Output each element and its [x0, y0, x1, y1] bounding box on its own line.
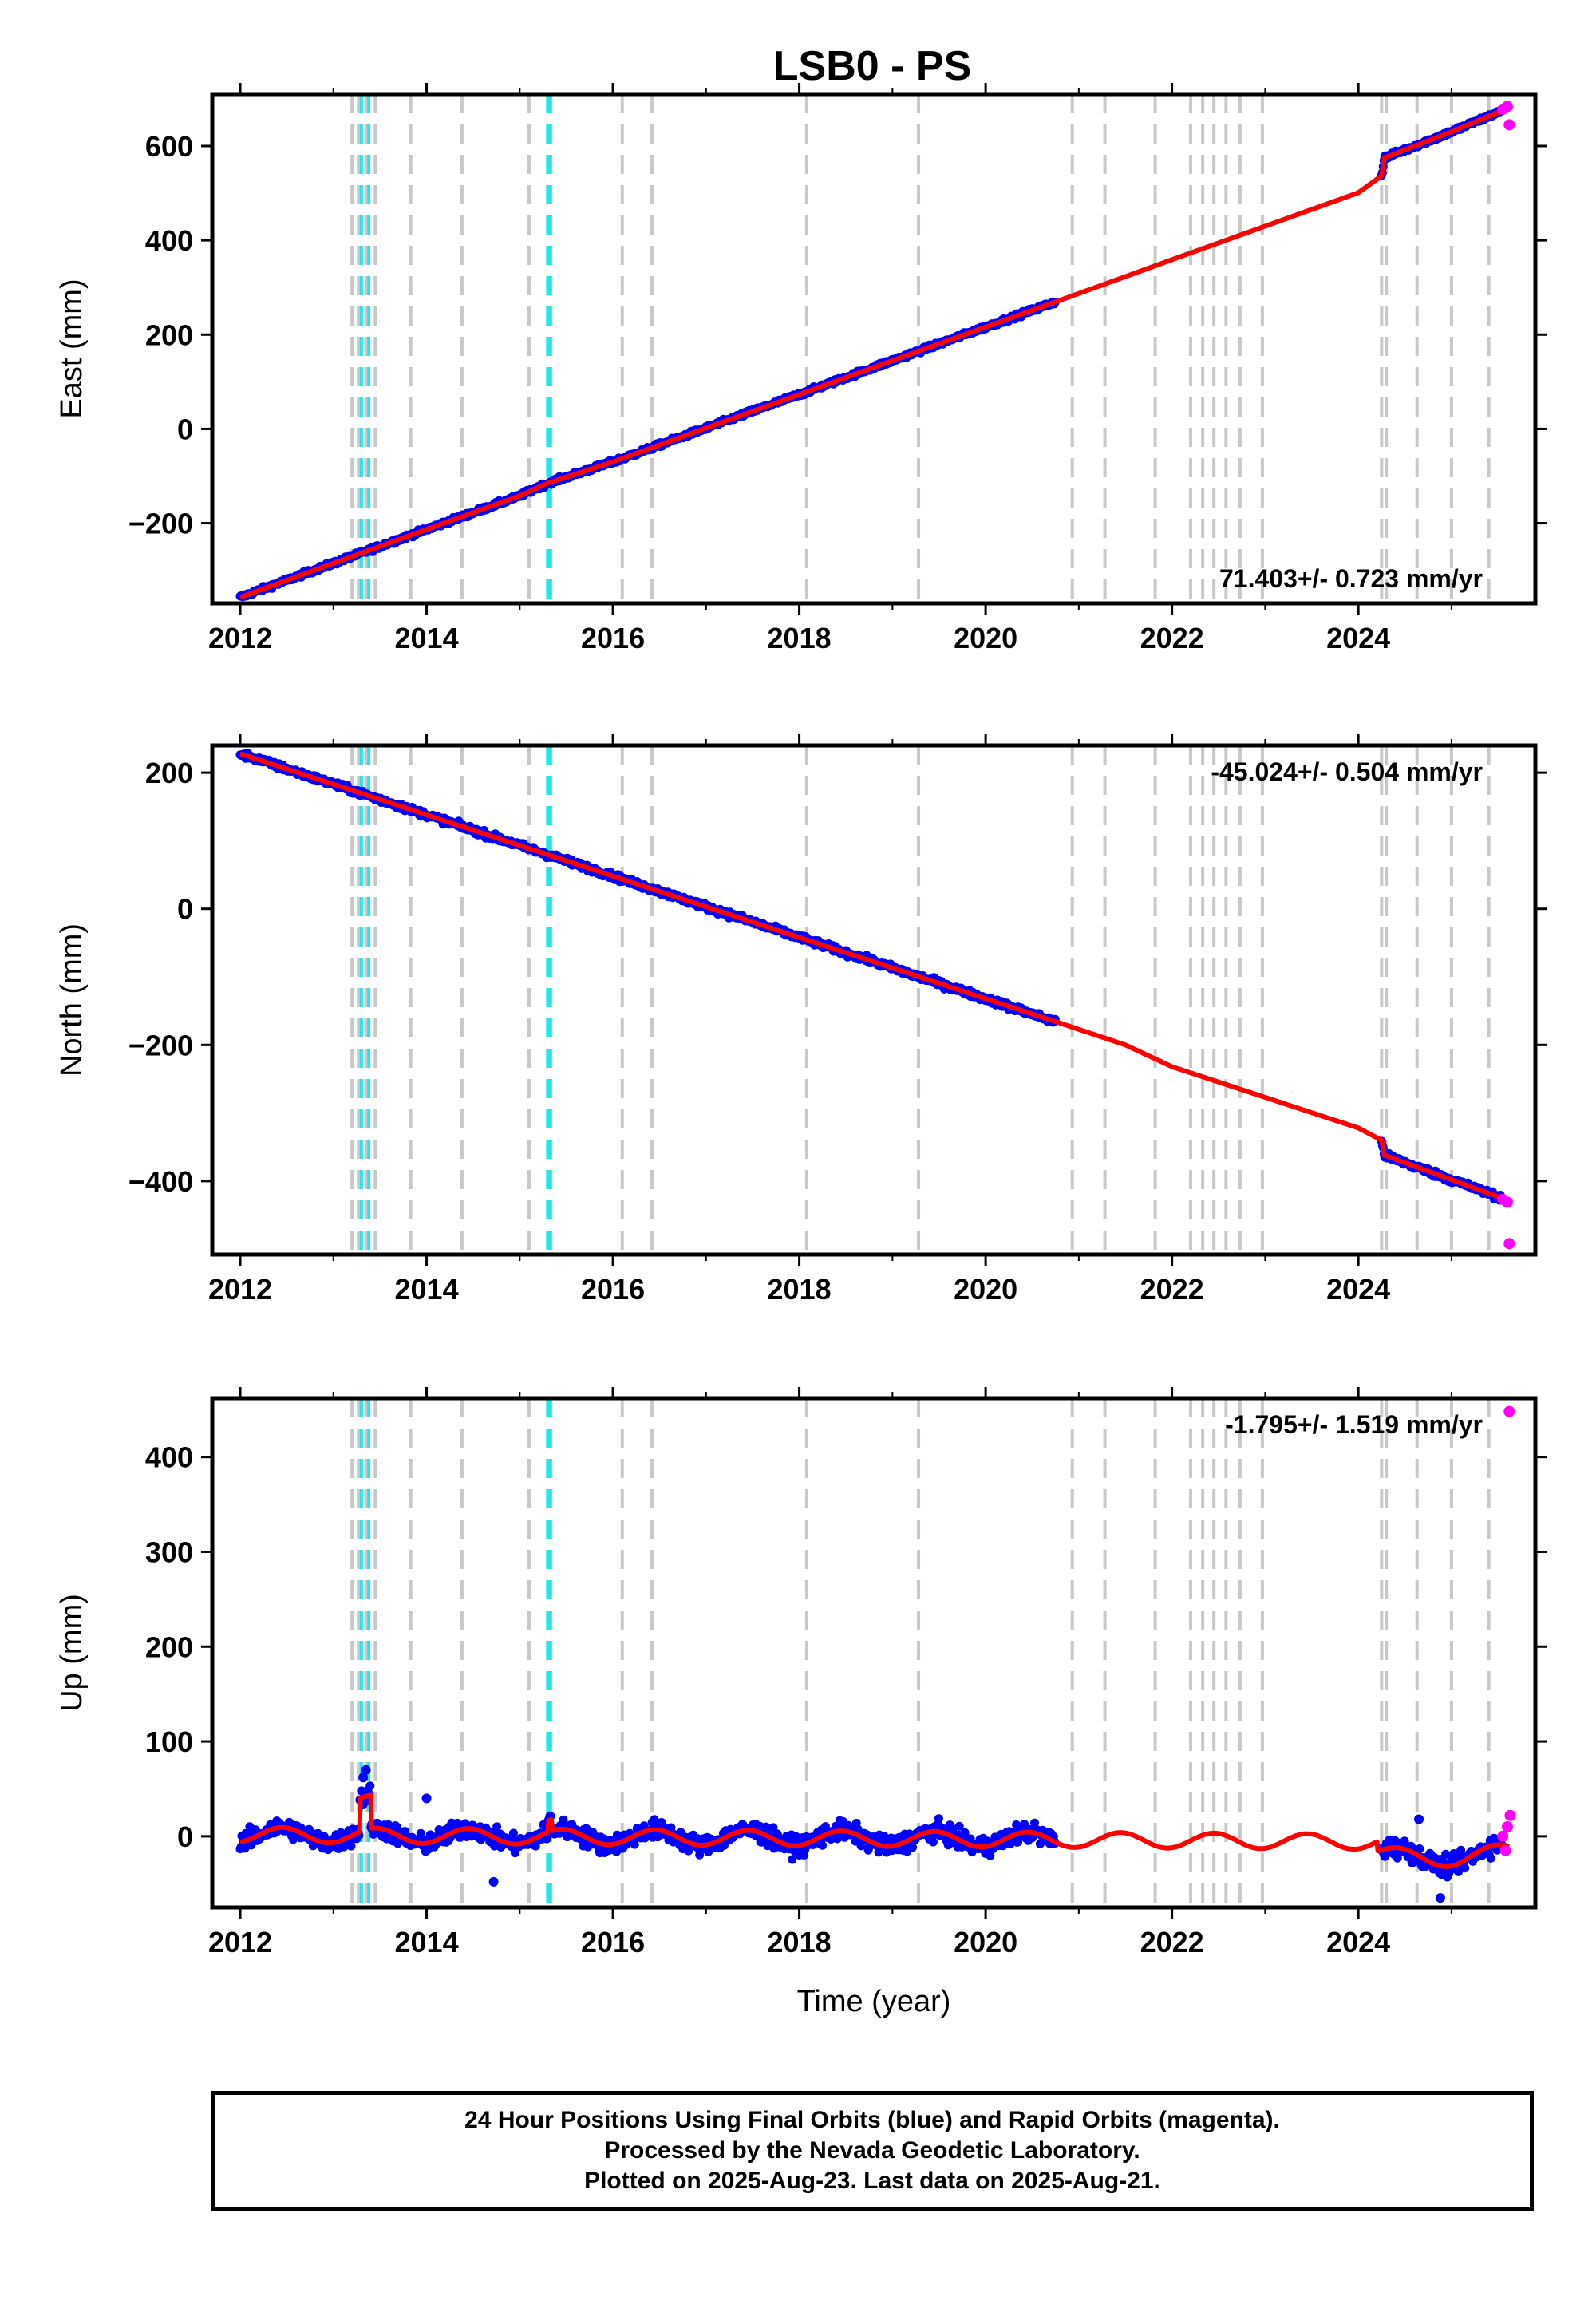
rate-label: 71.403+/- 0.723 mm/yr: [1219, 564, 1483, 593]
data-point-rapid: [1497, 1830, 1509, 1842]
data-point-rapid: [1504, 1809, 1516, 1821]
y-tick-label: 200: [145, 757, 193, 789]
y-tick-label: 100: [145, 1725, 193, 1758]
x-tick-label: 2018: [768, 1273, 832, 1306]
x-tick-label: 2016: [581, 1926, 645, 1958]
plot-area-up: [235, 1398, 1516, 1907]
data-point-final: [954, 1821, 964, 1831]
panel-up: 0 100 200 300 400 2012 2014 2016 2018 2020 2022 202…: [55, 1387, 1547, 2018]
footer-line-1: 24 Hour Positions Using Final Orbits (bl…: [464, 2107, 1280, 2133]
y-tick-label: 600: [145, 130, 193, 163]
data-point-final: [960, 1828, 970, 1837]
x-tick-label: 2016: [581, 1273, 645, 1306]
data-point-final: [365, 1781, 375, 1791]
y-axis-label: North (mm): [55, 923, 89, 1077]
panel-north: −400 −200 0 200 2012 2014 2016 2018 2020 2022 2024…: [55, 734, 1547, 1306]
y-tick-label: −200: [128, 1029, 193, 1061]
data-point-final: [319, 1832, 329, 1841]
chart-title: LSB0 - PS: [773, 43, 972, 89]
data-point-rapid: [1503, 1238, 1515, 1250]
y-tick-label: 200: [145, 318, 193, 351]
x-tick-label: 2018: [768, 622, 832, 654]
x-tick-label: 2018: [768, 1926, 832, 1958]
data-point-rapid: [1499, 1844, 1511, 1856]
model-line: [239, 751, 1511, 1203]
y-tick-label: 0: [177, 413, 193, 445]
panel-east: −200 0 200 400 600 2012 2014 2016 2018 2020 2022 20…: [55, 83, 1547, 654]
x-tick-label: 2012: [208, 1926, 272, 1958]
data-point-final: [818, 1840, 827, 1850]
plot-area-north: [235, 745, 1515, 1255]
data-point-outlier: [361, 1765, 371, 1775]
plot-frame: [210, 92, 1538, 606]
y-tick-label: 200: [145, 1630, 193, 1663]
data-point-final: [684, 1846, 693, 1856]
data-point-outlier: [1414, 1814, 1424, 1824]
y-tick-label: 400: [145, 1441, 193, 1474]
x-tick-label: 2024: [1326, 1273, 1390, 1306]
data-point-final: [1486, 1853, 1495, 1863]
data-point-final: [879, 1832, 889, 1841]
rate-label: -45.024+/- 0.504 mm/yr: [1211, 757, 1483, 786]
panels: −200 0 200 400 600 2012 2014 2016 2018 2020 2022 20…: [55, 83, 1547, 2018]
x-tick-label: 2014: [395, 1926, 459, 1958]
data-point-final: [508, 1828, 518, 1838]
x-tick-label: 2012: [208, 622, 272, 654]
x-tick-label: 2014: [395, 1273, 459, 1306]
data-point-final: [908, 1843, 918, 1852]
x-tick-label: 2024: [1326, 622, 1390, 654]
y-tick-label: 300: [145, 1535, 193, 1568]
footer-box: 24 Hour Positions Using Final Orbits (bl…: [211, 2091, 1534, 2211]
data-point-final: [934, 1814, 943, 1824]
x-axis-label: Time (year): [797, 1985, 951, 2018]
data-point-final: [695, 1850, 705, 1860]
model-line: [239, 105, 1511, 600]
x-tick-label: 2020: [954, 1926, 1017, 1958]
data-point-rapid: [1503, 119, 1515, 131]
x-tick-label: 2020: [954, 622, 1017, 654]
data-point-final: [1444, 1869, 1454, 1879]
data-point-final: [542, 1834, 551, 1844]
data-point-final: [1460, 1863, 1470, 1873]
data-point-final: [492, 1822, 502, 1832]
y-axis-label: Up (mm): [55, 1594, 89, 1712]
footer-line-3: Plotted on 2025-Aug-23. Last data on 202…: [584, 2168, 1160, 2194]
plot-frame: [210, 743, 1538, 1257]
data-point-rapid: [1501, 101, 1513, 113]
x-tick-label: 2024: [1326, 1926, 1390, 1958]
data-point-final: [582, 1824, 591, 1833]
x-tick-label: 2014: [395, 622, 459, 654]
y-axis-label: East (mm): [55, 279, 89, 418]
x-tick-label: 2012: [208, 1273, 272, 1306]
data-point-final: [928, 1837, 938, 1847]
y-tick-label: 0: [177, 1820, 193, 1853]
y-tick-label: −400: [128, 1165, 193, 1198]
data-point-final: [1400, 1836, 1409, 1846]
data-point-rapid: [1501, 1196, 1513, 1208]
x-tick-label: 2016: [581, 622, 645, 654]
data-point-outlier: [488, 1876, 499, 1887]
x-tick-label: 2022: [1140, 1273, 1204, 1306]
x-tick-label: 2022: [1140, 622, 1204, 654]
data-point-outlier: [1435, 1893, 1445, 1903]
rate-label: -1.795+/- 1.519 mm/yr: [1225, 1410, 1483, 1439]
model-line: [239, 1792, 1511, 1869]
data-point-final: [1415, 1844, 1424, 1853]
y-tick-label: 0: [177, 893, 193, 926]
data-point-outlier: [421, 1793, 432, 1804]
plot-frame: [210, 1396, 1538, 1910]
footer-line-2: Processed by the Nevada Geodetic Laborat…: [604, 2137, 1140, 2164]
data-point-final: [788, 1855, 797, 1864]
data-point-rapid: [1501, 1821, 1513, 1833]
data-point-outlier: [358, 1773, 369, 1783]
data-point-final: [856, 1841, 866, 1851]
y-tick-label: 400: [145, 224, 193, 257]
x-tick-label: 2020: [954, 1273, 1017, 1306]
plot-area-east: [235, 94, 1515, 603]
y-tick-label: −200: [128, 508, 193, 540]
x-tick-label: 2022: [1140, 1926, 1204, 1958]
data-point-rapid: [1503, 1405, 1515, 1417]
